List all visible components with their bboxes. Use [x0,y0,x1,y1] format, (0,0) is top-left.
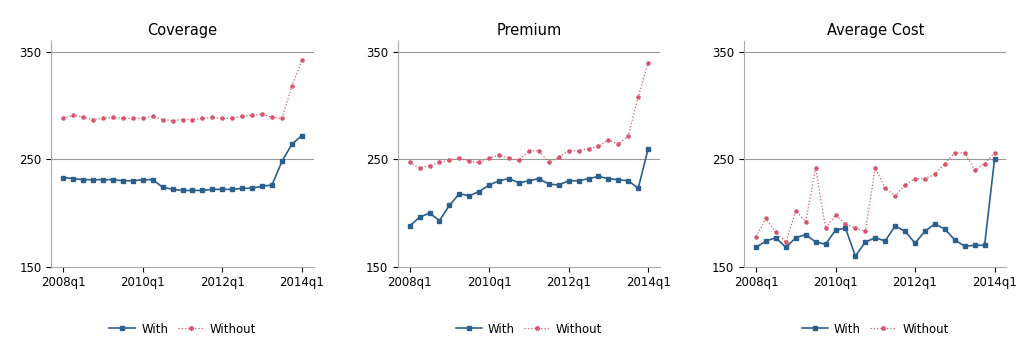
Legend: With, Without: With, Without [797,318,953,340]
Legend: With, Without: With, Without [105,318,261,340]
Title: Average Cost: Average Cost [827,24,924,39]
Legend: With, Without: With, Without [451,318,607,340]
Title: Premium: Premium [496,24,562,39]
Title: Coverage: Coverage [148,24,218,39]
